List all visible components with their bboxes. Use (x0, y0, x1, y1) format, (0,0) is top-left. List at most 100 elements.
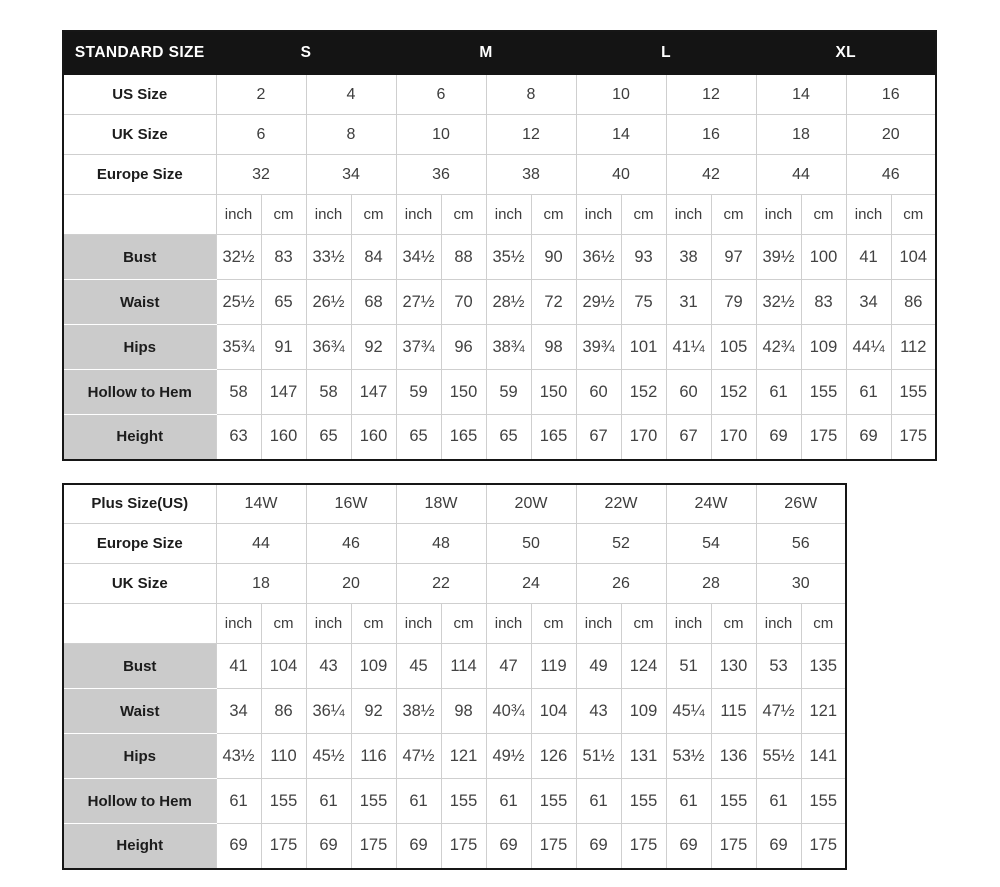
measure-value-cell: 86 (890, 279, 937, 325)
measure-value-cell: 83 (800, 279, 847, 325)
measure-value-cell: 69 (755, 823, 802, 869)
measure-value-cell: 155 (710, 778, 757, 824)
unit-cell: cm (530, 194, 577, 235)
measure-value-cell: 28½ (485, 279, 532, 325)
size-row: Europe Size 32 34 36 38 40 42 44 46 (62, 154, 937, 195)
measure-value-cell: 79 (710, 279, 757, 325)
measure-value-cell: 92 (350, 324, 397, 370)
measure-value-cell: 43½ (215, 733, 262, 779)
measure-value-cell: 155 (350, 778, 397, 824)
measure-row: Hips 43½ 110 45½ 116 47½ 121 49½ 126 51½ 131 53½ 136… (62, 733, 847, 779)
measure-value-cell: 100 (800, 234, 847, 280)
unit-cell: inch (845, 194, 892, 235)
unit-cell: cm (800, 603, 847, 644)
measure-row: Height 63 160 65 160 65 165 65 165 67 170 67 170 69 17… (62, 414, 937, 460)
measure-value-cell: 61 (755, 778, 802, 824)
measure-value-cell: 44¼ (845, 324, 892, 370)
row-label: UK Size (62, 563, 217, 604)
empty-corner-cell (62, 603, 217, 644)
standard-size-table: STANDARD SIZE S M L XL US Size 2 4 6 8 10 12 14 16 UK … (62, 30, 937, 461)
measure-value-cell: 155 (530, 778, 577, 824)
measure-value-cell: 53½ (665, 733, 712, 779)
size-value-cell: 30 (755, 563, 847, 604)
measure-value-cell: 33½ (305, 234, 352, 280)
measure-value-cell: 69 (485, 823, 532, 869)
measure-value-cell: 32½ (215, 234, 262, 280)
measure-value-cell: 31 (665, 279, 712, 325)
size-value-cell: 6 (395, 74, 487, 115)
size-value-cell: 20 (845, 114, 937, 155)
measure-value-cell: 83 (260, 234, 307, 280)
unit-row: inch cm inch cm inch cm inch cm inch cm inch cm inch… (62, 603, 847, 644)
size-value-cell: 20 (305, 563, 397, 604)
unit-cell: inch (305, 194, 352, 235)
plus-size-table: Plus Size(US) 14W 16W 18W 20W 22W 24W 26W Europe… (62, 482, 847, 870)
row-label: Hips (62, 733, 217, 779)
row-label: Bust (62, 234, 217, 280)
unit-cell: cm (260, 603, 307, 644)
unit-row: inch cm inch cm inch cm inch cm inch cm inch cm inch… (62, 194, 937, 235)
size-value-cell: 2 (215, 74, 307, 115)
unit-cell: cm (890, 194, 937, 235)
size-value-cell: 16W (305, 483, 397, 524)
row-label: Hollow to Hem (62, 778, 217, 824)
measure-value-cell: 165 (440, 414, 487, 460)
measure-value-cell: 121 (800, 688, 847, 734)
size-value-cell: 50 (485, 523, 577, 564)
measure-value-cell: 109 (800, 324, 847, 370)
measure-value-cell: 109 (620, 688, 667, 734)
row-label: Europe Size (62, 154, 217, 195)
measure-value-cell: 34 (215, 688, 262, 734)
measure-value-cell: 45½ (305, 733, 352, 779)
measure-value-cell: 60 (665, 369, 712, 415)
measure-value-cell: 59 (395, 369, 442, 415)
unit-cell: inch (755, 194, 802, 235)
measure-value-cell: 34 (845, 279, 892, 325)
measure-value-cell: 41 (215, 643, 262, 689)
measure-value-cell: 58 (215, 369, 262, 415)
measure-value-cell: 34½ (395, 234, 442, 280)
size-group-s: S (215, 30, 397, 75)
unit-cell: cm (620, 603, 667, 644)
unit-cell: cm (710, 603, 757, 644)
measure-value-cell: 165 (530, 414, 577, 460)
measure-value-cell: 45¼ (665, 688, 712, 734)
measure-value-cell: 112 (890, 324, 937, 370)
unit-cell: cm (620, 194, 667, 235)
size-value-cell: 20W (485, 483, 577, 524)
measure-value-cell: 69 (665, 823, 712, 869)
measure-value-cell: 155 (440, 778, 487, 824)
size-value-cell: 32 (215, 154, 307, 195)
group-header-row: STANDARD SIZE S M L XL (62, 30, 937, 75)
measure-value-cell: 126 (530, 733, 577, 779)
measure-row: Hips 35¾ 91 36¾ 92 37¾ 96 38¾ 98 39¾ 101 41¼ 105 42¾ 1… (62, 324, 937, 370)
unit-cell: inch (395, 603, 442, 644)
size-value-cell: 22W (575, 483, 667, 524)
measure-value-cell: 27½ (395, 279, 442, 325)
measure-value-cell: 39½ (755, 234, 802, 280)
measure-value-cell: 72 (530, 279, 577, 325)
measure-value-cell: 47½ (755, 688, 802, 734)
row-label: Waist (62, 688, 217, 734)
measure-value-cell: 160 (350, 414, 397, 460)
measure-value-cell: 29½ (575, 279, 622, 325)
measure-row: Height 69 175 69 175 69 175 69 175 69 175 69 175 69 17… (62, 823, 847, 869)
measure-value-cell: 175 (800, 823, 847, 869)
measure-value-cell: 124 (620, 643, 667, 689)
measure-value-cell: 150 (530, 369, 577, 415)
measure-value-cell: 69 (755, 414, 802, 460)
measure-value-cell: 170 (710, 414, 757, 460)
measure-value-cell: 51½ (575, 733, 622, 779)
measure-value-cell: 150 (440, 369, 487, 415)
measure-value-cell: 147 (260, 369, 307, 415)
measure-value-cell: 37¾ (395, 324, 442, 370)
measure-value-cell: 38¾ (485, 324, 532, 370)
measure-value-cell: 58 (305, 369, 352, 415)
measure-value-cell: 41 (845, 234, 892, 280)
unit-cell: inch (305, 603, 352, 644)
measure-value-cell: 152 (710, 369, 757, 415)
size-value-cell: 46 (305, 523, 397, 564)
measure-value-cell: 155 (620, 778, 667, 824)
measure-value-cell: 175 (620, 823, 667, 869)
